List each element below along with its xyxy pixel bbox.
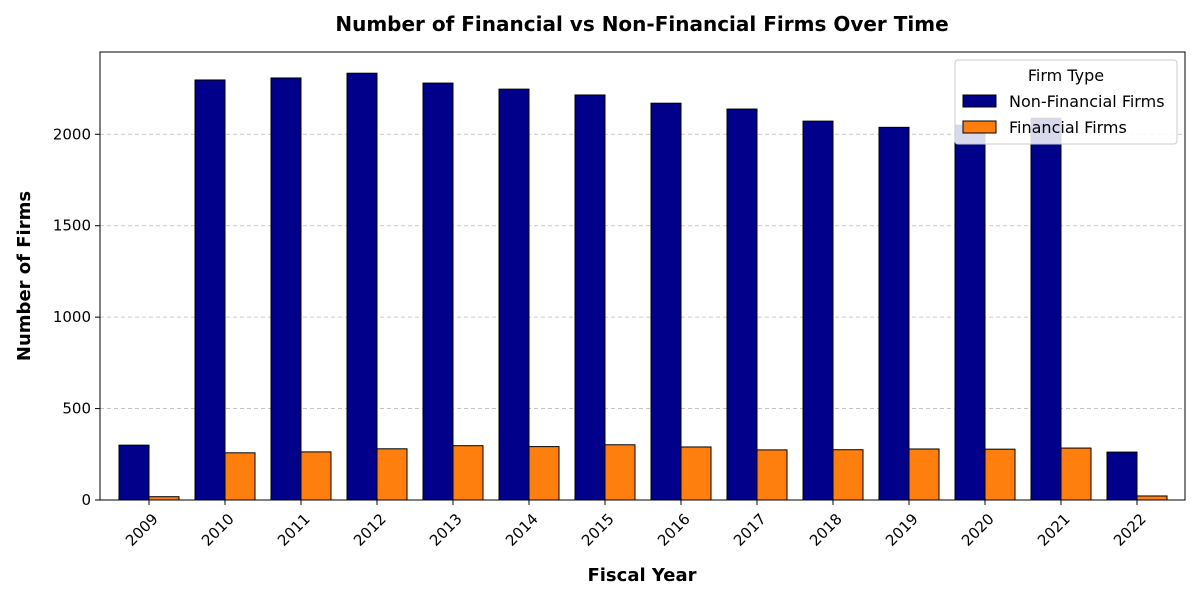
legend-title: Firm Type bbox=[1028, 66, 1104, 85]
bar-non-financial bbox=[498, 88, 530, 501]
y-tick-label: 500 bbox=[62, 400, 91, 418]
x-tick-label: 2015 bbox=[578, 510, 618, 550]
x-tick-label: 2018 bbox=[806, 510, 846, 550]
bar-non-financial bbox=[878, 126, 910, 501]
x-tick-label: 2017 bbox=[730, 510, 770, 550]
bar-financial bbox=[300, 451, 332, 501]
legend: Firm Type Non-Financial Firms Financial … bbox=[954, 59, 1178, 145]
plot-frame bbox=[99, 51, 1186, 501]
bar-non-financial bbox=[194, 79, 226, 501]
x-axis: 2009 2010 2011 2012 2013 2014 2015 2016 2017 2018… bbox=[122, 500, 1150, 550]
bar-financial bbox=[604, 444, 636, 501]
bar-non-financial bbox=[118, 444, 150, 501]
bar-non-financial bbox=[270, 77, 302, 501]
bar-non-financial bbox=[802, 120, 834, 501]
legend-box bbox=[954, 59, 1178, 145]
x-tick-label: 2020 bbox=[958, 510, 998, 550]
legend-label-non-financial: Non-Financial Firms bbox=[1009, 92, 1165, 111]
x-tick-label: 2016 bbox=[654, 510, 694, 550]
bar-financial bbox=[452, 445, 484, 501]
x-tick-label: 2012 bbox=[350, 510, 390, 550]
bars-group bbox=[118, 72, 1168, 501]
bar-financial bbox=[680, 446, 712, 501]
bar-non-financial bbox=[1030, 117, 1062, 501]
y-tick-label: 1500 bbox=[53, 217, 91, 235]
x-tick-label: 2014 bbox=[502, 510, 542, 550]
x-tick-label: 2019 bbox=[882, 510, 922, 550]
grid-lines bbox=[100, 133, 1185, 409]
bar-financial bbox=[908, 448, 940, 501]
bar-non-financial bbox=[346, 72, 378, 501]
bar-non-financial bbox=[726, 108, 758, 501]
chart-title: Number of Financial vs Non-Financial Fir… bbox=[335, 12, 948, 36]
bar-non-financial bbox=[574, 94, 606, 501]
bar-non-financial bbox=[650, 102, 682, 501]
y-tick-label: 0 bbox=[81, 491, 91, 509]
x-tick-label: 2021 bbox=[1034, 510, 1074, 550]
x-axis-label: Fiscal Year bbox=[587, 565, 696, 586]
x-tick-label: 2013 bbox=[426, 510, 466, 550]
bar-non-financial bbox=[422, 82, 454, 501]
bar-financial bbox=[756, 449, 788, 501]
y-axis-label: Number of Firms bbox=[14, 191, 35, 361]
x-tick-label: 2022 bbox=[1110, 510, 1150, 550]
bar-financial bbox=[832, 449, 864, 501]
x-tick-label: 2009 bbox=[122, 510, 162, 550]
bar-financial bbox=[984, 448, 1016, 501]
bar-financial bbox=[1136, 495, 1168, 501]
bar-non-financial bbox=[1106, 451, 1138, 501]
legend-label-financial: Financial Firms bbox=[1009, 118, 1127, 137]
bar-financial bbox=[528, 446, 560, 501]
bar-financial bbox=[376, 448, 408, 501]
bar-financial bbox=[224, 452, 256, 501]
y-tick-label: 1000 bbox=[53, 308, 91, 326]
legend-swatch-non-financial bbox=[962, 94, 997, 108]
bar-financial bbox=[1060, 447, 1092, 501]
legend-swatch-financial bbox=[962, 120, 997, 134]
y-tick-label: 2000 bbox=[53, 125, 91, 143]
y-axis: 0 500 1000 1500 2000 bbox=[53, 125, 100, 509]
bar-non-financial bbox=[954, 124, 986, 501]
x-tick-label: 2010 bbox=[198, 510, 238, 550]
x-tick-label: 2011 bbox=[274, 510, 314, 550]
